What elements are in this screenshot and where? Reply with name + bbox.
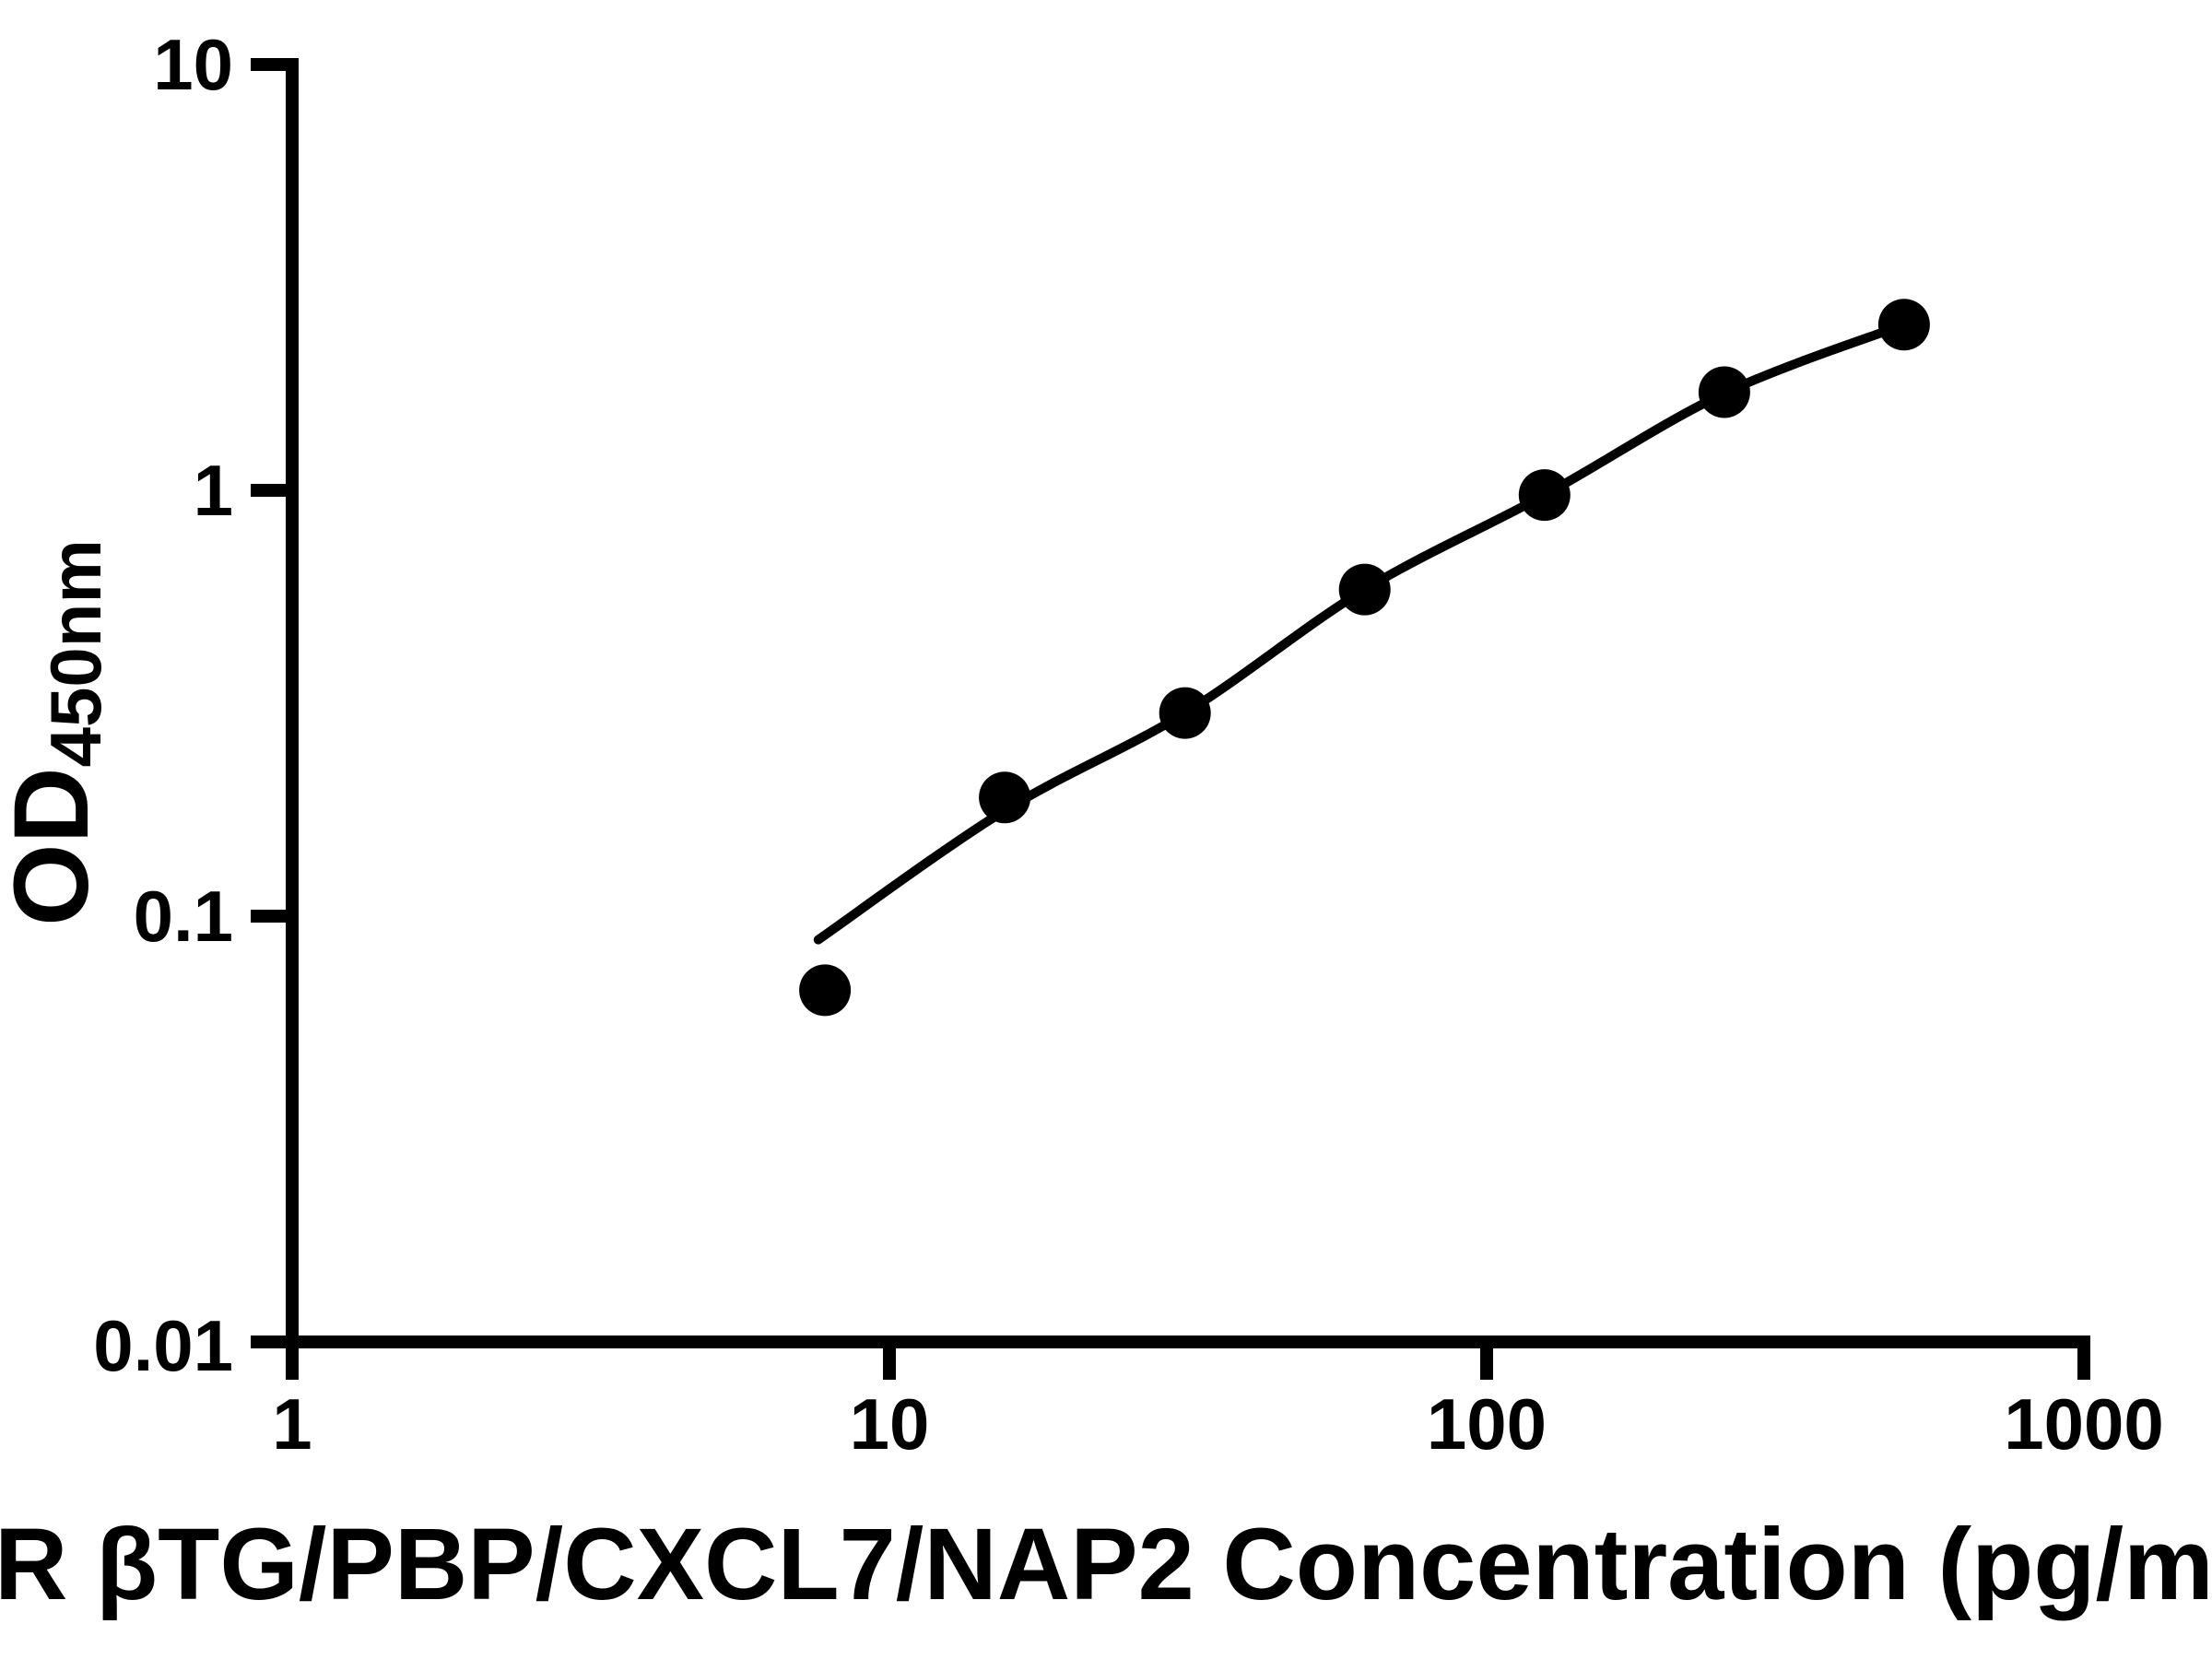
data-point [799,964,852,1017]
y-tick-label: 0.01 [93,1305,233,1386]
y-tick-label: 1 [194,450,233,531]
data-point [1159,687,1211,739]
fit-curve-line [813,320,1909,945]
x-tick-label: 1 [272,1383,312,1465]
y-axis-title-main: OD [0,767,111,926]
x-tick-label: 100 [1427,1383,1547,1465]
data-points-group [799,299,1930,1017]
x-axis-title: R βTG/PBP/CXCL7/NAP2 Concentration (pg/m… [0,1508,2212,1621]
data-point [1518,469,1571,522]
y-tick-label: 10 [153,24,233,105]
data-point [1338,563,1391,616]
y-axis-title: OD 450nm [0,475,147,991]
y-tick-label: 0.1 [134,876,233,957]
y-axis-title-subscript: 450nm [35,539,116,768]
data-point [1877,299,1930,351]
x-tick-label: 1000 [2004,1383,2164,1465]
x-tick-label: 10 [850,1383,930,1465]
data-point [1698,366,1750,418]
data-point [979,771,1031,824]
